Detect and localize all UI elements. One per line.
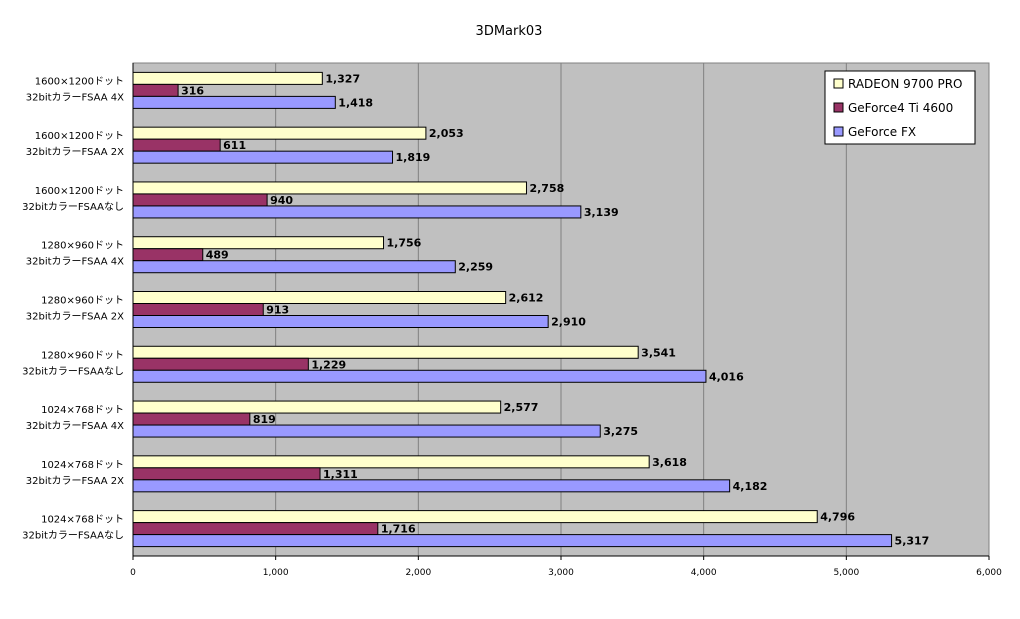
bar-radeon: [132, 181, 527, 195]
bar-geforcefx: [132, 479, 731, 493]
bar-radeon: [132, 126, 427, 140]
bar-geforcefx: [132, 534, 893, 548]
data-label: 2,758: [529, 182, 564, 195]
category-label: 32bitカラーFSAA 2X: [26, 475, 124, 487]
bar-geforce4: [132, 522, 379, 536]
bar-radeon: [132, 291, 507, 304]
data-label: 4,182: [733, 480, 768, 493]
category-label: 32bitカラーFSAAなし: [22, 201, 124, 213]
data-label: 5,317: [895, 535, 930, 548]
data-label: 4,016: [709, 370, 744, 383]
data-label: 1,311: [323, 468, 358, 481]
x-tick-label: 4,000: [691, 568, 717, 578]
legend-box: [824, 70, 976, 145]
data-label: 316: [181, 84, 204, 97]
data-label: 3,541: [641, 346, 676, 359]
category-label: 1024×768ドット: [41, 460, 124, 471]
data-label: 2,577: [504, 401, 539, 414]
bar-geforcefx: [132, 205, 582, 219]
legend-label-geforce4: GeForce4 Ti 4600: [848, 101, 953, 115]
data-label: 1,229: [311, 358, 346, 371]
bar-geforcefx: [132, 369, 707, 383]
bar-geforce4: [132, 357, 309, 371]
x-tick-label: 5,000: [833, 568, 859, 578]
bar-radeon: [132, 236, 385, 250]
bar-geforcefx: [132, 424, 601, 438]
data-labels: 1,327 316 1,418 2,053 611 1,819 2,758 940 3,139 1…: [181, 72, 929, 547]
category-label: 32bitカラーFSAAなし: [22, 365, 124, 377]
category-label: 1600×1200ドット: [35, 186, 124, 197]
x-tick-label: 0: [130, 568, 136, 578]
bar-geforce4: [132, 193, 268, 207]
data-label: 489: [206, 249, 229, 262]
data-label: 913: [266, 304, 289, 317]
category-label: 32bitカラーFSAA 2X: [26, 311, 124, 323]
category-label: 1024×768ドット: [41, 515, 124, 526]
bar-radeon: [132, 400, 502, 414]
category-label: 32bitカラーFSAAなし: [22, 530, 124, 542]
category-label: 1600×1200ドット: [35, 76, 124, 87]
category-labels: 1600×1200ドット 32bitカラーFSAA 4X 1600×1200ドット 3…: [22, 76, 124, 541]
legend-label-radeon: RADEON 9700 PRO: [848, 77, 963, 91]
data-label: 2,910: [551, 316, 586, 329]
category-label: 32bitカラーFSAA 4X: [26, 256, 124, 268]
category-label: 32bitカラーFSAA 2X: [26, 146, 124, 158]
category-label: 32bitカラーFSAA 4X: [26, 420, 124, 432]
data-label: 1,327: [325, 72, 360, 85]
data-label: 1,418: [338, 96, 373, 109]
data-label: 3,139: [584, 206, 619, 219]
bar-geforce4: [132, 83, 179, 97]
bar-radeon: [132, 455, 650, 469]
data-label: 1,756: [387, 237, 422, 250]
bar-radeon: [132, 345, 639, 359]
legend-swatch-geforcefx: [833, 126, 844, 137]
x-tick-label: 6,000: [976, 568, 1002, 578]
data-label: 2,259: [458, 261, 493, 274]
legend: RADEON 9700 PRO GeForce4 Ti 4600 GeForce…: [824, 70, 976, 145]
bar-geforcefx: [132, 150, 394, 164]
category-label: 1024×768ドット: [41, 405, 124, 416]
data-label: 1,716: [381, 523, 416, 536]
bar-geforce4: [132, 248, 204, 262]
data-label: 4,796: [820, 511, 855, 524]
bar-geforcefx: [132, 315, 549, 328]
x-tick-label: 1,000: [263, 568, 289, 578]
category-label: 1280×960ドット: [41, 241, 124, 252]
data-label: 1,819: [396, 151, 431, 164]
bar-geforce4: [132, 303, 264, 316]
category-label: 1280×960ドット: [41, 350, 124, 361]
bars: [132, 71, 893, 548]
legend-swatch-geforce4: [833, 102, 844, 113]
bar-radeon: [132, 71, 323, 85]
data-label: 611: [223, 139, 246, 152]
data-label: 940: [270, 194, 293, 207]
x-axis: 0 1,000 2,000 3,000 4,000 5,000 6,000: [130, 63, 1002, 578]
category-label: 1280×960ドット: [41, 296, 124, 307]
category-label: 1600×1200ドット: [35, 131, 124, 142]
category-label: 32bitカラーFSAA 4X: [26, 91, 124, 103]
bar-geforcefx: [132, 260, 456, 274]
legend-label-geforcefx: GeForce FX: [848, 125, 916, 139]
bar-geforce4: [132, 138, 221, 152]
bar-geforce4: [132, 412, 251, 426]
data-label: 2,053: [429, 127, 464, 140]
data-label: 3,618: [652, 456, 687, 469]
bar-geforce4: [132, 467, 321, 481]
bar-radeon: [132, 510, 818, 524]
data-label: 3,275: [603, 425, 638, 438]
x-tick-label: 2,000: [405, 568, 431, 578]
data-label: 2,612: [509, 292, 544, 305]
chart-title: 3DMark03: [476, 24, 543, 39]
x-tick-label: 3,000: [548, 568, 574, 578]
legend-swatch-radeon: [833, 78, 844, 89]
data-label: 819: [253, 413, 276, 426]
bar-geforcefx: [132, 95, 336, 109]
